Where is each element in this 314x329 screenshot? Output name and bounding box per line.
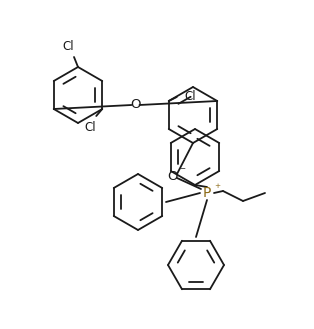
Text: O: O: [167, 169, 177, 183]
Text: Cl: Cl: [62, 40, 74, 53]
Text: O: O: [130, 98, 141, 112]
Text: $^{+}$: $^{+}$: [214, 183, 221, 193]
Text: P: P: [203, 186, 211, 200]
Text: $^{-}$: $^{-}$: [179, 166, 187, 176]
Text: Cl: Cl: [185, 90, 196, 104]
Text: Cl: Cl: [84, 121, 96, 134]
